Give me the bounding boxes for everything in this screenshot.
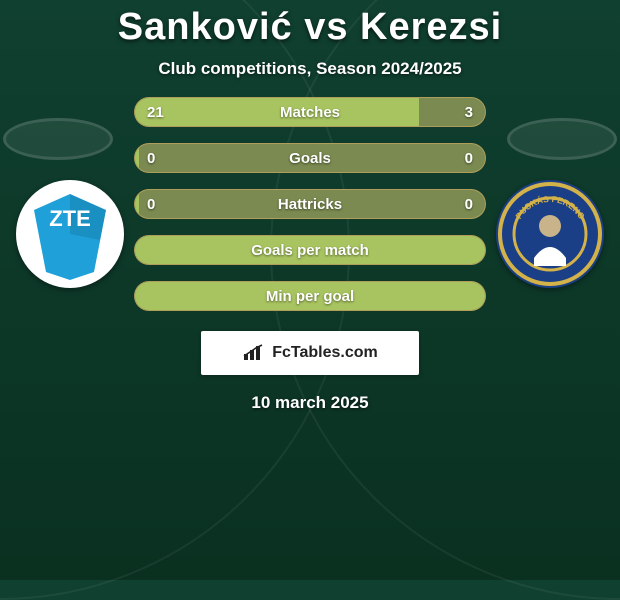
stat-fill [135,190,139,218]
stat-label: Goals [289,150,331,167]
stat-label: Hattricks [278,196,342,213]
stat-value-right: 3 [465,98,473,126]
stat-value-left: 21 [147,98,164,126]
player-silhouette-right [507,118,617,160]
stat-value-right: 0 [465,144,473,172]
svg-text:ZTE: ZTE [49,206,91,231]
stat-fill [135,144,139,172]
club-badge-left: ZTE [16,180,124,288]
stat-label: Goals per match [251,242,369,259]
stat-value-right: 0 [465,190,473,218]
stat-label: Min per goal [266,288,354,305]
stat-bar-goals: 0 Goals 0 [134,143,486,173]
stat-bar-goals-per-match: Goals per match [134,235,486,265]
club-badge-right: PUSKÁS FERENC [496,180,604,288]
stat-bar-matches: 21 Matches 3 [134,97,486,127]
stat-value-left: 0 [147,190,155,218]
player-silhouette-left [3,118,113,160]
stat-bar-hattricks: 0 Hattricks 0 [134,189,486,219]
stat-bar-min-per-goal: Min per goal [134,281,486,311]
stat-label: Matches [280,104,340,121]
stat-value-left: 0 [147,144,155,172]
stat-fill [135,98,419,126]
